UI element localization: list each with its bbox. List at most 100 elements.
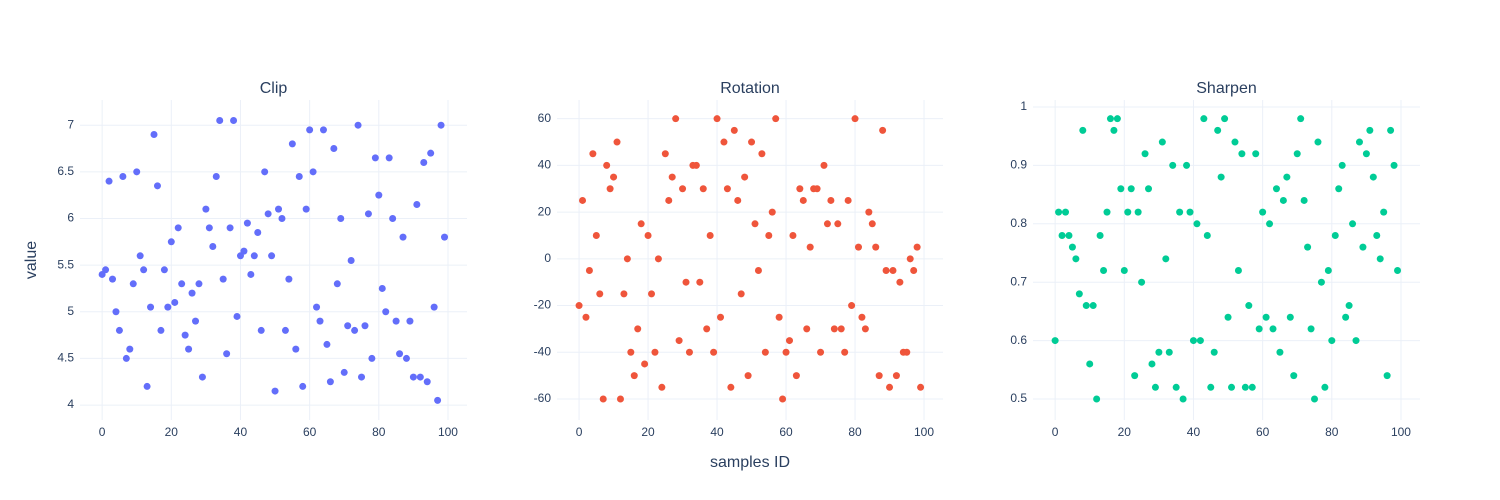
point bbox=[1214, 126, 1222, 134]
y-tick-label: 20 bbox=[538, 204, 552, 218]
point bbox=[665, 196, 673, 204]
point bbox=[254, 228, 262, 236]
point bbox=[1217, 173, 1225, 181]
point bbox=[243, 219, 251, 227]
point bbox=[167, 238, 175, 246]
point bbox=[306, 126, 314, 134]
subplot-title: Rotation bbox=[720, 80, 780, 97]
point bbox=[140, 266, 148, 274]
point bbox=[136, 252, 144, 260]
point bbox=[1283, 173, 1291, 181]
point bbox=[1113, 115, 1121, 123]
point bbox=[181, 331, 189, 339]
point bbox=[775, 313, 783, 321]
point bbox=[1079, 126, 1087, 134]
point bbox=[1259, 208, 1267, 216]
point bbox=[1176, 208, 1184, 216]
point bbox=[126, 345, 134, 353]
point bbox=[820, 161, 828, 169]
point bbox=[1262, 313, 1270, 321]
point bbox=[603, 161, 611, 169]
point bbox=[1311, 395, 1319, 403]
point bbox=[589, 150, 597, 158]
subplot-title: Clip bbox=[260, 80, 288, 97]
x-tick-label: 20 bbox=[165, 425, 179, 439]
point bbox=[323, 340, 331, 348]
point bbox=[575, 302, 583, 310]
point bbox=[285, 275, 293, 283]
x-tick-label: 80 bbox=[372, 425, 386, 439]
point bbox=[1362, 150, 1370, 158]
point bbox=[1224, 313, 1232, 321]
point bbox=[637, 220, 645, 228]
point bbox=[1075, 290, 1083, 298]
point bbox=[385, 154, 393, 162]
point bbox=[1203, 231, 1211, 239]
point bbox=[240, 247, 248, 255]
point bbox=[1304, 243, 1312, 251]
point bbox=[271, 387, 279, 395]
x-tick-label: 100 bbox=[438, 425, 458, 439]
x-tick-label: 80 bbox=[848, 425, 862, 439]
point bbox=[772, 115, 780, 123]
point bbox=[723, 185, 731, 193]
point bbox=[133, 168, 141, 176]
point bbox=[105, 177, 113, 185]
point bbox=[382, 308, 390, 316]
point bbox=[1110, 126, 1118, 134]
point bbox=[596, 290, 604, 298]
point bbox=[758, 150, 766, 158]
point bbox=[748, 138, 756, 146]
point bbox=[892, 372, 900, 380]
point bbox=[917, 383, 925, 391]
point bbox=[858, 313, 866, 321]
point bbox=[737, 290, 745, 298]
point bbox=[1241, 383, 1249, 391]
point bbox=[616, 395, 624, 403]
point bbox=[606, 185, 614, 193]
point bbox=[1162, 255, 1170, 263]
y-tick-label: 60 bbox=[538, 111, 552, 125]
point bbox=[402, 354, 410, 362]
y-tick-label: 4.5 bbox=[57, 351, 74, 365]
point bbox=[1106, 115, 1114, 123]
x-tick-label: 60 bbox=[779, 425, 793, 439]
point bbox=[668, 173, 676, 181]
y-tick-label: 0.6 bbox=[1010, 333, 1027, 347]
point bbox=[209, 242, 217, 250]
point bbox=[1359, 243, 1367, 251]
point bbox=[785, 337, 793, 345]
point bbox=[634, 325, 642, 333]
point bbox=[779, 395, 787, 403]
point bbox=[164, 303, 172, 311]
point bbox=[1165, 348, 1173, 356]
point bbox=[392, 317, 400, 325]
point bbox=[1373, 231, 1381, 239]
point bbox=[1234, 267, 1242, 275]
point bbox=[389, 214, 397, 222]
point bbox=[1145, 185, 1153, 193]
point bbox=[744, 372, 752, 380]
point bbox=[834, 220, 842, 228]
point bbox=[1248, 383, 1256, 391]
point bbox=[278, 214, 286, 222]
point bbox=[427, 149, 435, 157]
point bbox=[1221, 115, 1229, 123]
point bbox=[1231, 138, 1239, 146]
y-tick-label: 40 bbox=[538, 158, 552, 172]
y-tick-label: 5.5 bbox=[57, 257, 74, 271]
point bbox=[1390, 161, 1398, 169]
point bbox=[1369, 173, 1377, 181]
point bbox=[1055, 208, 1063, 216]
point bbox=[1245, 302, 1253, 310]
point bbox=[354, 121, 362, 129]
point bbox=[413, 200, 421, 208]
point bbox=[174, 224, 182, 232]
point bbox=[1276, 348, 1284, 356]
point bbox=[841, 348, 849, 356]
point bbox=[582, 313, 590, 321]
x-tick-label: 0 bbox=[576, 425, 583, 439]
x-tick-label: 20 bbox=[641, 425, 655, 439]
point bbox=[623, 255, 631, 263]
point bbox=[610, 173, 618, 181]
